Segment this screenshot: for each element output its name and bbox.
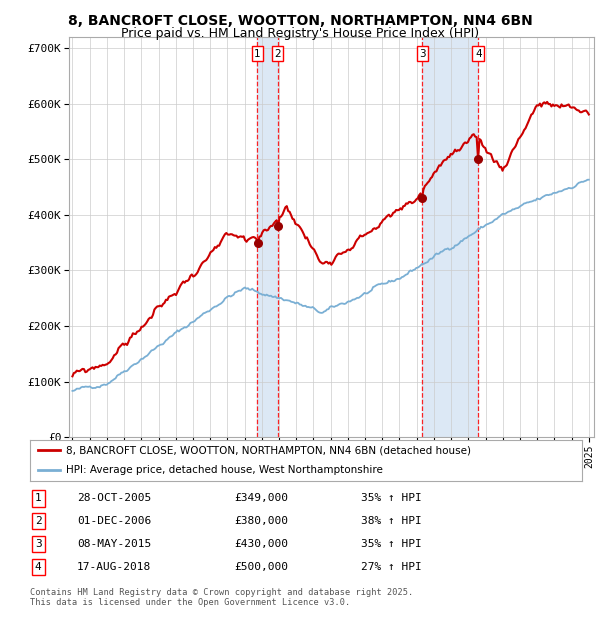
Text: 2: 2 — [274, 49, 281, 59]
Text: 8, BANCROFT CLOSE, WOOTTON, NORTHAMPTON, NN4 6BN: 8, BANCROFT CLOSE, WOOTTON, NORTHAMPTON,… — [68, 14, 532, 28]
Bar — [422, 37, 478, 437]
Text: 3: 3 — [419, 49, 426, 59]
Text: 28-OCT-2005: 28-OCT-2005 — [77, 494, 151, 503]
Text: 8, BANCROFT CLOSE, WOOTTON, NORTHAMPTON, NN4 6BN (detached house): 8, BANCROFT CLOSE, WOOTTON, NORTHAMPTON,… — [66, 445, 471, 455]
Text: 01-DEC-2006: 01-DEC-2006 — [77, 516, 151, 526]
Text: 1: 1 — [254, 49, 261, 59]
Text: HPI: Average price, detached house, West Northamptonshire: HPI: Average price, detached house, West… — [66, 466, 383, 476]
Text: 2: 2 — [35, 516, 41, 526]
Text: £500,000: £500,000 — [234, 562, 288, 572]
Text: 35% ↑ HPI: 35% ↑ HPI — [361, 494, 422, 503]
Text: Contains HM Land Registry data © Crown copyright and database right 2025.
This d: Contains HM Land Registry data © Crown c… — [30, 588, 413, 607]
Text: 08-MAY-2015: 08-MAY-2015 — [77, 539, 151, 549]
Text: 4: 4 — [35, 562, 41, 572]
Text: Price paid vs. HM Land Registry's House Price Index (HPI): Price paid vs. HM Land Registry's House … — [121, 27, 479, 40]
Text: 1: 1 — [35, 494, 41, 503]
Text: 27% ↑ HPI: 27% ↑ HPI — [361, 562, 422, 572]
Text: £380,000: £380,000 — [234, 516, 288, 526]
Text: 38% ↑ HPI: 38% ↑ HPI — [361, 516, 422, 526]
Text: £430,000: £430,000 — [234, 539, 288, 549]
Text: 4: 4 — [475, 49, 482, 59]
Bar — [257, 37, 278, 437]
Text: £349,000: £349,000 — [234, 494, 288, 503]
Text: 3: 3 — [35, 539, 41, 549]
Text: 17-AUG-2018: 17-AUG-2018 — [77, 562, 151, 572]
Text: 35% ↑ HPI: 35% ↑ HPI — [361, 539, 422, 549]
